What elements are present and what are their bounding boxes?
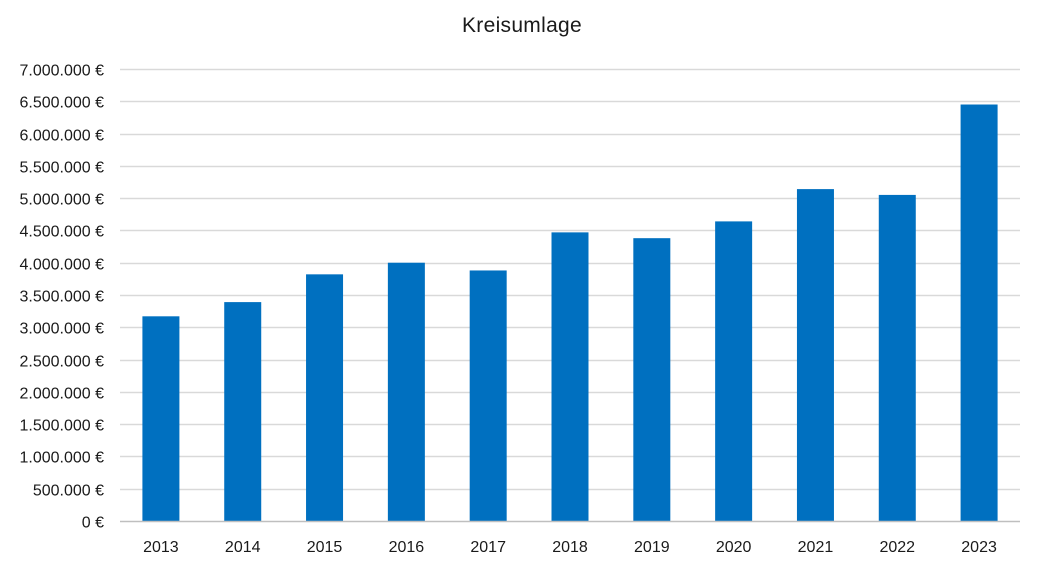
bar-2019	[633, 238, 671, 522]
x-tick-label: 2020	[716, 539, 752, 556]
y-tick-label: 2.000.000 €	[19, 386, 104, 403]
y-tick-label: 6.500.000 €	[19, 95, 104, 112]
x-tick-label: 2021	[798, 539, 834, 556]
y-tick-label: 7.000.000 €	[19, 63, 104, 80]
y-tick-label: 6.000.000 €	[19, 128, 104, 145]
bar-2013	[142, 316, 180, 521]
bar-2017	[469, 270, 507, 521]
x-tick-label: 2013	[143, 539, 179, 556]
x-tick-label: 2022	[879, 539, 915, 556]
bar-2022	[878, 194, 916, 521]
y-tick-label: 0 €	[82, 515, 104, 532]
bar-2014	[224, 302, 262, 521]
x-tick-label: 2014	[225, 539, 261, 556]
x-tick-label: 2015	[307, 539, 343, 556]
y-tick-label: 5.000.000 €	[19, 192, 104, 209]
x-tick-label: 2016	[389, 539, 425, 556]
bars	[142, 104, 998, 522]
y-tick-labels: 0 € 500.000 € 1.000.000 € 1.500.000 € 2.000.…	[19, 63, 104, 532]
y-tick-label: 4.500.000 €	[19, 224, 104, 241]
bar-2018	[551, 232, 589, 521]
bar-2023	[960, 104, 998, 521]
y-tick-label: 3.500.000 €	[19, 289, 104, 306]
bar-2020	[715, 221, 753, 522]
y-tick-label: 3.000.000 €	[19, 321, 104, 338]
x-tick-label: 2019	[634, 539, 670, 556]
x-tick-label: 2018	[552, 539, 588, 556]
y-tick-label: 4.000.000 €	[19, 257, 104, 274]
y-tick-label: 1.000.000 €	[19, 450, 104, 467]
y-tick-label: 5.500.000 €	[19, 160, 104, 177]
chart-title: Kreisumlage	[461, 14, 583, 37]
x-tick-labels: 2013 2014 2015 2016 2017 2018 2019 2020 2021 2022…	[143, 539, 997, 556]
bar-2016	[387, 262, 425, 521]
bar-2021	[796, 189, 834, 522]
x-tick-label: 2017	[470, 539, 506, 556]
y-tick-label: 1.500.000 €	[19, 418, 104, 435]
y-tick-label: 2.500.000 €	[19, 354, 104, 371]
bar-2015	[306, 274, 344, 521]
y-tick-label: 500.000 €	[33, 483, 104, 500]
x-tick-label: 2023	[961, 539, 997, 556]
